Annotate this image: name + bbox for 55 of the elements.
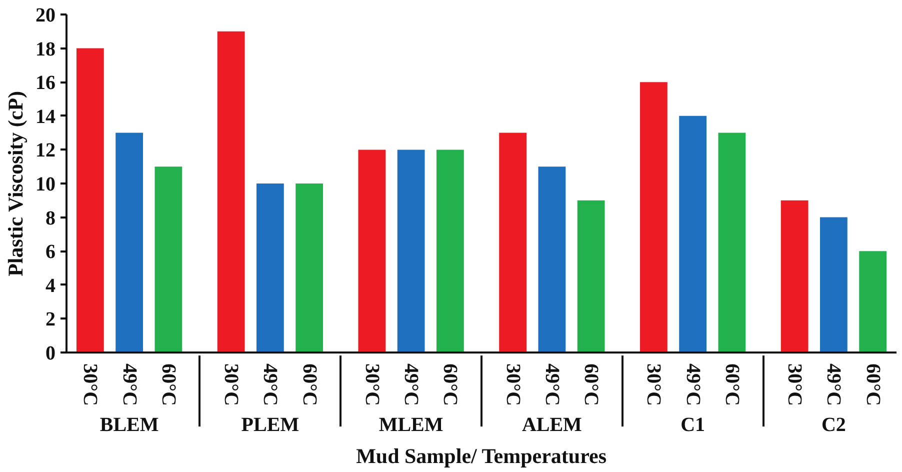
bar <box>718 132 746 352</box>
text: 30°C <box>360 364 383 406</box>
x-tick-label: PLEM <box>241 414 300 436</box>
y-tick-label: 6 <box>46 241 56 264</box>
text: 30°C <box>79 364 102 406</box>
bar <box>397 150 425 352</box>
x-tick-label: MLEM <box>378 414 444 436</box>
bar <box>577 200 605 352</box>
bar <box>499 132 526 352</box>
y-tick-label: 10 <box>36 174 56 196</box>
bar <box>859 251 887 352</box>
bar <box>436 150 464 352</box>
text: 60°C <box>862 364 884 406</box>
x-tick-label: BLEM <box>100 414 159 436</box>
text: 49°C <box>118 364 140 406</box>
text: 60°C <box>157 364 180 406</box>
bar <box>538 166 566 352</box>
bar <box>640 82 668 352</box>
text: 30°C <box>220 364 242 406</box>
bar <box>780 200 808 352</box>
y-tick-label: 18 <box>36 38 56 60</box>
text: 49°C <box>540 364 563 406</box>
bar <box>679 116 707 352</box>
text: 49°C <box>822 364 845 406</box>
text: 49°C <box>400 364 422 406</box>
bar <box>296 184 324 352</box>
text: 49°C <box>682 364 704 406</box>
y-tick-label: 8 <box>46 207 56 230</box>
text: 49°C <box>259 364 282 406</box>
text: 30°C <box>784 364 806 406</box>
x-tick-label: C2 <box>821 414 846 436</box>
bar <box>76 48 104 352</box>
text: 60°C <box>439 364 462 406</box>
bar <box>820 217 848 352</box>
bar <box>256 184 284 352</box>
y-axis-title: Plastic Viscosity (cP) <box>4 90 28 276</box>
y-tick-label: 16 <box>36 72 56 94</box>
text: 30°C <box>642 364 665 406</box>
x-axis-title: Mud Sample/ Temperatures <box>356 444 607 468</box>
x-tick-label: C1 <box>680 414 706 436</box>
y-tick-label: 0 <box>46 342 56 364</box>
y-tick-label: 14 <box>36 106 56 128</box>
text: 30°C <box>502 364 524 406</box>
y-tick-label: 20 <box>36 4 56 26</box>
y-tick-label: 12 <box>36 140 56 162</box>
x-tick-label: ALEM <box>522 414 582 436</box>
bar <box>217 31 245 352</box>
y-tick-label: 4 <box>46 274 56 297</box>
bar <box>154 166 182 352</box>
text: 60°C <box>580 364 602 406</box>
text: 60°C <box>298 364 320 406</box>
y-tick-label: 2 <box>46 308 56 331</box>
text: 60°C <box>720 364 743 406</box>
bar <box>358 150 386 352</box>
bar <box>116 132 144 352</box>
